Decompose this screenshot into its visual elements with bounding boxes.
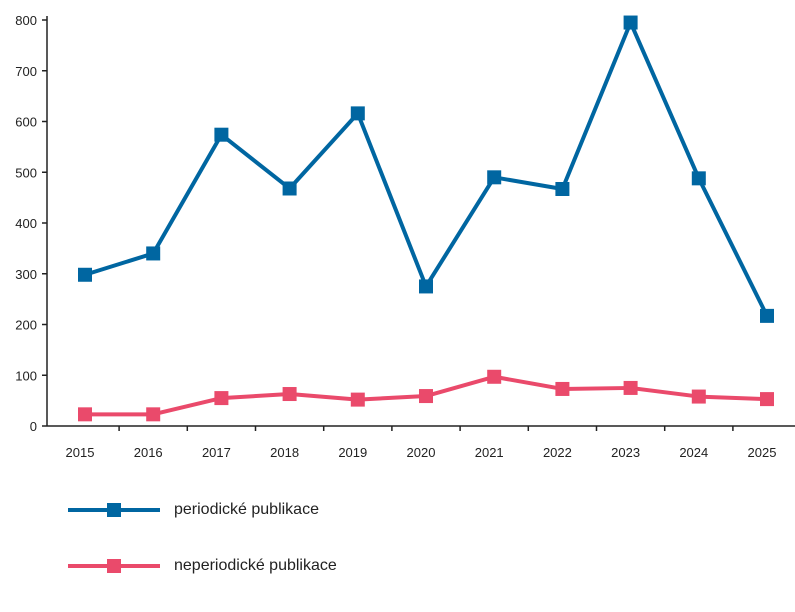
legend-label-periodicke: periodické publikace [174, 501, 319, 518]
x-tick-label: 2016 [134, 445, 163, 460]
data-point-marker [419, 279, 433, 294]
data-point-marker [691, 389, 706, 404]
legend-swatch-neperiodicke [68, 559, 160, 573]
series-layer [78, 15, 774, 422]
data-point-marker [282, 181, 297, 196]
series-1 [78, 15, 774, 323]
data-point-marker [419, 389, 433, 404]
data-point-marker [555, 181, 570, 196]
data-point-marker [282, 387, 297, 402]
data-point-marker [555, 381, 570, 396]
x-tick-label: 2015 [66, 445, 95, 460]
data-point-marker [214, 127, 229, 142]
y-tick-label: 300 [15, 267, 37, 282]
y-tick-label: 500 [15, 165, 37, 180]
data-point-marker [146, 407, 161, 422]
axes: 0 100 200 300 400 500 600 700 800 2015 2016 2017 201… [15, 13, 795, 460]
x-tick-label: 2020 [407, 445, 436, 460]
y-tick-label: 200 [15, 318, 37, 333]
series-line [84, 20, 769, 317]
legend-item-neperiodicke: neperiodické publikace [68, 556, 337, 576]
data-point-marker [760, 392, 774, 407]
y-tick-label: 600 [15, 115, 37, 130]
x-tick-label: 2017 [202, 445, 231, 460]
data-point-marker [760, 308, 774, 323]
legend-item-periodicke: periodické publikace [68, 500, 337, 520]
x-tick-label: 2023 [611, 445, 640, 460]
y-tick-label: 800 [15, 13, 37, 28]
x-tick-label: 2022 [543, 445, 572, 460]
x-tick-label: 2019 [338, 445, 367, 460]
x-tick-label: 2018 [270, 445, 299, 460]
data-point-marker [691, 171, 706, 186]
legend: periodické publikace neperiodické publik… [68, 500, 337, 612]
legend-label-neperiodicke: neperiodické publikace [174, 557, 337, 574]
data-point-marker [623, 380, 638, 395]
data-point-marker [623, 15, 638, 30]
y-tick-label: 400 [15, 216, 37, 231]
line-chart: 0 100 200 300 400 500 600 700 800 2015 2016 2017 201… [15, 13, 795, 460]
series-2 [78, 369, 774, 422]
y-tick-label: 700 [15, 64, 37, 79]
y-tick-label: 0 [30, 419, 37, 434]
data-point-marker [350, 106, 365, 121]
x-tick-label: 2025 [748, 445, 777, 460]
legend-swatch-periodicke [68, 503, 160, 517]
data-point-marker [214, 391, 229, 406]
data-point-marker [350, 392, 365, 407]
x-tick-label: 2021 [475, 445, 504, 460]
data-point-marker [146, 246, 161, 261]
x-tick-label: 2024 [679, 445, 708, 460]
data-point-marker [487, 170, 502, 185]
data-point-marker [487, 369, 502, 384]
data-point-marker [78, 407, 92, 422]
data-point-marker [78, 267, 92, 282]
y-tick-label: 100 [15, 368, 37, 383]
